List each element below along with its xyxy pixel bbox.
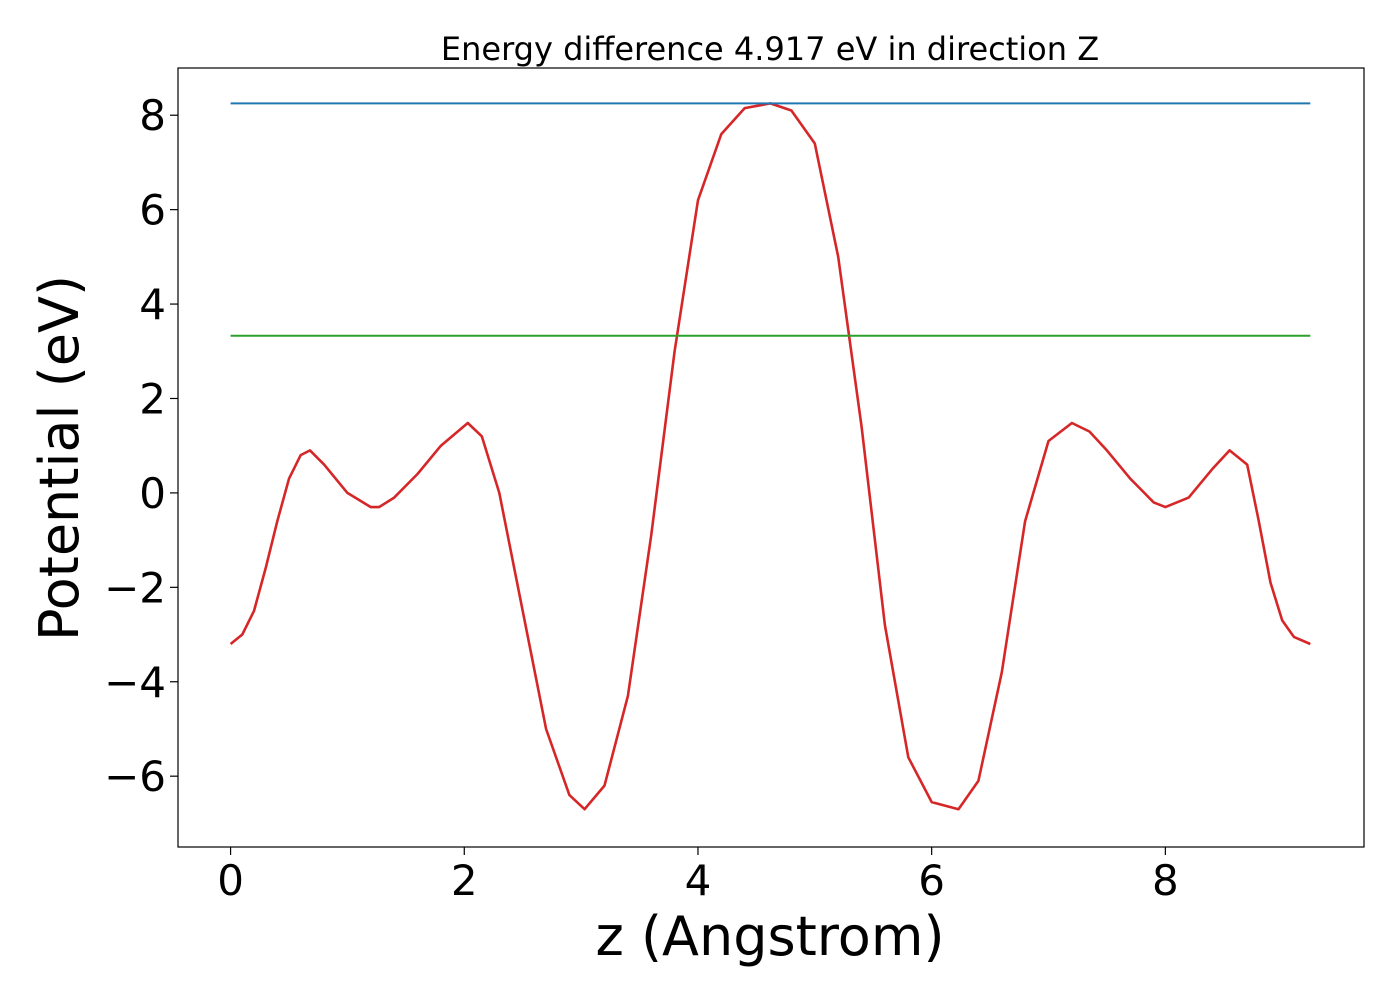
plot-frame: [177, 67, 1365, 848]
y-tick-label: −2: [104, 563, 166, 612]
x-tick-label: 0: [217, 856, 244, 905]
x-tick-label: 4: [685, 856, 712, 905]
series-layer: [229, 102, 1311, 811]
y-tick-label: 4: [139, 280, 166, 329]
y-tick-label: 0: [139, 469, 166, 518]
y-tick-label: 2: [139, 374, 166, 423]
y-axis-ticks: −6 −4 −2 0 2 4 6 8: [104, 91, 178, 801]
y-axis-title: Potential (eV): [28, 275, 91, 641]
y-tick-label: −4: [104, 658, 166, 707]
x-tick-label: 6: [918, 856, 945, 905]
series-line-0: [229, 102, 1311, 811]
y-tick-label: 8: [139, 91, 166, 140]
y-tick-label: −6: [104, 752, 166, 801]
x-tick-label: 8: [1152, 856, 1179, 905]
x-tick-label: 2: [451, 856, 478, 905]
x-axis-ticks: 0 2 4 6 8: [217, 847, 1179, 905]
y-tick-label: 6: [139, 186, 166, 235]
x-axis-title: z (Angstrom): [595, 905, 944, 968]
chart-title: Energy difference 4.917 eV in direction …: [441, 30, 1099, 68]
